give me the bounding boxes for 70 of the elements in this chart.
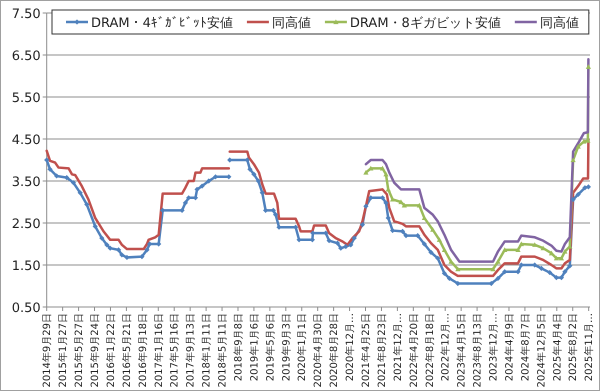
x-tick-label: 2019年9月3日 — [280, 313, 292, 382]
x-tick-label: 2015年9月24日 — [89, 313, 102, 388]
x-tick-label: 2015年1月27日 — [57, 313, 70, 388]
x-tick-label: 2020年4月30日 — [312, 313, 324, 388]
point — [416, 202, 422, 208]
y-tick-label: 0.50 — [12, 301, 41, 316]
x-tick-label: 2016年9月18日 — [136, 313, 149, 388]
x-tick-label: 2024年12月5日 — [535, 313, 548, 388]
point — [495, 259, 501, 264]
legend-label: 同高値 — [272, 15, 311, 31]
point — [430, 227, 436, 232]
x-tick-label: 2024年4月9日 — [503, 313, 516, 382]
point — [422, 215, 427, 220]
x-tick-label: 2020年8月28日 — [328, 313, 340, 388]
x-tick-label: 2021年8月23日 — [376, 313, 388, 388]
x-tick-label: 2015年5月27日 — [73, 313, 86, 388]
point — [515, 247, 521, 252]
x-tick-label: 2022年8月18日 — [424, 313, 436, 388]
point — [402, 202, 407, 208]
point — [562, 248, 568, 254]
x-tick-label: 2018年1月11日 — [200, 313, 213, 388]
x-tick-label: 2022年12月… — [440, 313, 452, 382]
point — [490, 266, 496, 272]
x-tick-label: 2019年5月6日 — [264, 313, 276, 382]
point — [576, 144, 581, 149]
y-tick-label: 4.50 — [12, 133, 41, 148]
x-tick-label: 2025年4月4日 — [551, 313, 564, 382]
x-tick-label: 2019年1月6日 — [248, 313, 260, 382]
x-tick-label: 2025年11月… — [583, 313, 596, 382]
point — [586, 64, 592, 69]
y-tick-label: 1.50 — [12, 259, 41, 274]
legend-label: DRAM・8ギガビット安値 — [350, 15, 501, 31]
point — [502, 247, 508, 252]
x-tick-label: 2018年5月11日 — [216, 313, 229, 388]
x-tick-label: 2023年4月15日 — [456, 313, 468, 388]
x-tick-label: 2014年9月29日 — [41, 313, 54, 388]
point — [570, 157, 576, 162]
point — [383, 172, 389, 176]
point — [436, 237, 442, 242]
y-tick-label: 2.50 — [12, 217, 41, 232]
x-tick-label: 2021年12月… — [392, 313, 404, 382]
y-tick-label: 5.50 — [12, 91, 41, 106]
y-tick-label: 3.50 — [12, 175, 41, 190]
x-tick-label: 2017年5月16日 — [168, 313, 181, 388]
x-tick-label: 2018年9月8日 — [232, 313, 244, 382]
x-tick-label: 2023年8月13日 — [472, 313, 484, 388]
x-tick-label: 2024年8月7日 — [519, 313, 532, 382]
x-tick-label: 2020年12月… — [344, 313, 356, 382]
point — [554, 256, 559, 260]
x-tick-label: 2020年1月1日 — [296, 313, 308, 382]
point — [558, 256, 564, 260]
legend-label: 同高値 — [540, 15, 579, 31]
point — [390, 196, 396, 202]
x-tick-label: 2022年4月20日 — [408, 313, 420, 388]
y-tick-label: 6.50 — [12, 49, 41, 64]
x-tick-label: 2016年5月21日 — [120, 313, 133, 388]
point — [455, 266, 460, 272]
x-tick-label: 2017年1月16日 — [152, 313, 165, 388]
point — [442, 247, 448, 252]
point — [532, 242, 538, 247]
x-tick-label: 2016年1月22日 — [104, 313, 117, 388]
legend-label: DRAM・4ｷﾞｶﾞﾋﾞｯﾄ安値 — [91, 15, 233, 31]
point — [363, 170, 369, 175]
x-tick-label: 2017年9月13日 — [184, 313, 197, 388]
x-tick-label: 2025年8月2日 — [567, 313, 580, 382]
point — [518, 241, 524, 246]
x-tick-label: 2021年4月25日 — [360, 313, 372, 388]
y-tick-label: 7.50 — [12, 7, 41, 22]
x-tick-label: 2023年12月… — [488, 313, 500, 382]
point — [380, 166, 386, 170]
